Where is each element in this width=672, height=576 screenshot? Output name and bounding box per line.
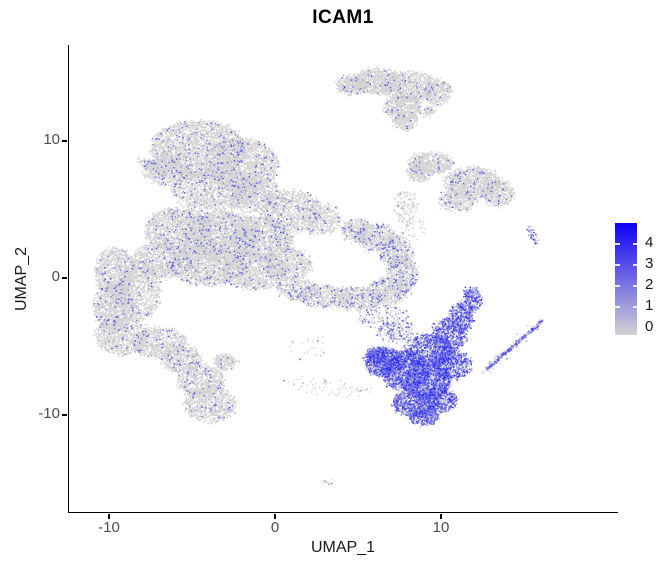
colorbar-tick: [615, 285, 620, 287]
y-tick-mark: [61, 277, 67, 279]
y-tick-mark: [61, 414, 67, 416]
y-tick-mark: [61, 140, 67, 142]
x-axis-title: UMAP_1: [310, 539, 376, 556]
x-tick-mark: [440, 514, 442, 519]
colorbar-label: 4: [645, 234, 654, 251]
colorbar-gradient: [615, 223, 637, 335]
expression-colorbar-legend: 4 3 2 1 0: [615, 223, 671, 343]
x-tick-label: 0: [270, 519, 280, 536]
colorbar-tick: [632, 264, 637, 266]
colorbar-tick: [632, 243, 637, 245]
colorbar-label: 3: [645, 255, 654, 272]
colorbar-label: 1: [645, 297, 654, 314]
y-tick-label: 0: [51, 268, 60, 285]
x-tick-mark: [108, 514, 110, 519]
colorbar-label: 0: [645, 318, 654, 335]
x-tick-label: -10: [98, 519, 120, 536]
plot-title: ICAM1: [312, 7, 374, 28]
x-tick-label: 10: [432, 519, 450, 536]
colorbar-label: 2: [645, 276, 654, 293]
colorbar-tick: [632, 285, 637, 287]
colorbar-tick: [615, 243, 620, 245]
colorbar-tick: [615, 264, 620, 266]
y-tick-label: 10: [43, 131, 60, 148]
plot-panel-axes: [68, 45, 618, 513]
x-tick-mark: [274, 514, 276, 519]
colorbar-tick: [632, 306, 637, 308]
colorbar-tick: [615, 306, 620, 308]
y-tick-label: -10: [38, 405, 60, 422]
y-axis-title: UMAP_2: [13, 246, 30, 312]
